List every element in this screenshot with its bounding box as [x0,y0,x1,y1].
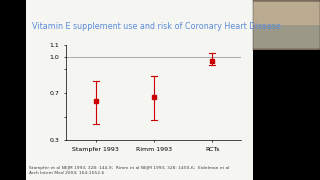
Text: Stampfer et al NEJM 1993; 328: 144-9;  Rimm et al NEJM 1993; 328: 1450-6;  Eidel: Stampfer et al NEJM 1993; 328: 144-9; Ri… [29,166,229,175]
Bar [253,25,320,48]
Text: Vitamin E supplement use and risk of Coronary Heart Disease: Vitamin E supplement use and risk of Cor… [32,22,281,31]
Bar [253,2,320,25]
